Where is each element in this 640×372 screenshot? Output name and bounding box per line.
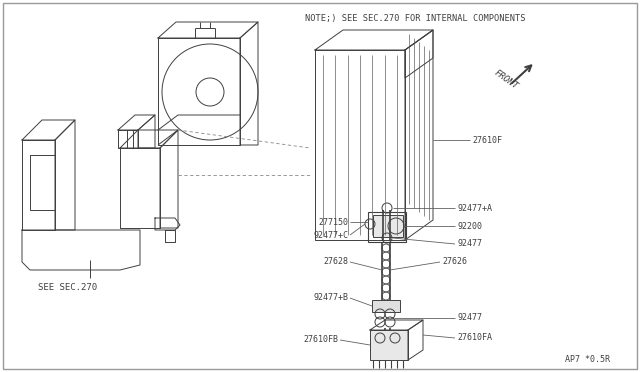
- Text: 92477+C: 92477+C: [313, 231, 348, 240]
- Text: AP7 *0.5R: AP7 *0.5R: [565, 356, 610, 365]
- Bar: [370, 330, 408, 360]
- Text: 92477: 92477: [457, 240, 482, 248]
- Text: 27610FB: 27610FB: [303, 336, 338, 344]
- Text: 27628: 27628: [323, 257, 348, 266]
- Text: NOTE;) SEE SEC.270 FOR INTERNAL COMPONENTS: NOTE;) SEE SEC.270 FOR INTERNAL COMPONEN…: [305, 13, 525, 22]
- Text: 27610F: 27610F: [472, 135, 502, 144]
- Bar: [373, 215, 403, 237]
- Text: 27610FA: 27610FA: [457, 334, 492, 343]
- Bar: [368, 212, 406, 242]
- Text: FRONT: FRONT: [492, 68, 519, 92]
- Text: 92200: 92200: [457, 221, 482, 231]
- Text: 92477: 92477: [457, 314, 482, 323]
- Text: SEE SEC.270: SEE SEC.270: [38, 283, 97, 292]
- Text: 277150: 277150: [318, 218, 348, 227]
- Text: 92477+B: 92477+B: [313, 294, 348, 302]
- Bar: [372, 300, 400, 312]
- Text: 27626: 27626: [442, 257, 467, 266]
- Text: 92477+A: 92477+A: [457, 203, 492, 212]
